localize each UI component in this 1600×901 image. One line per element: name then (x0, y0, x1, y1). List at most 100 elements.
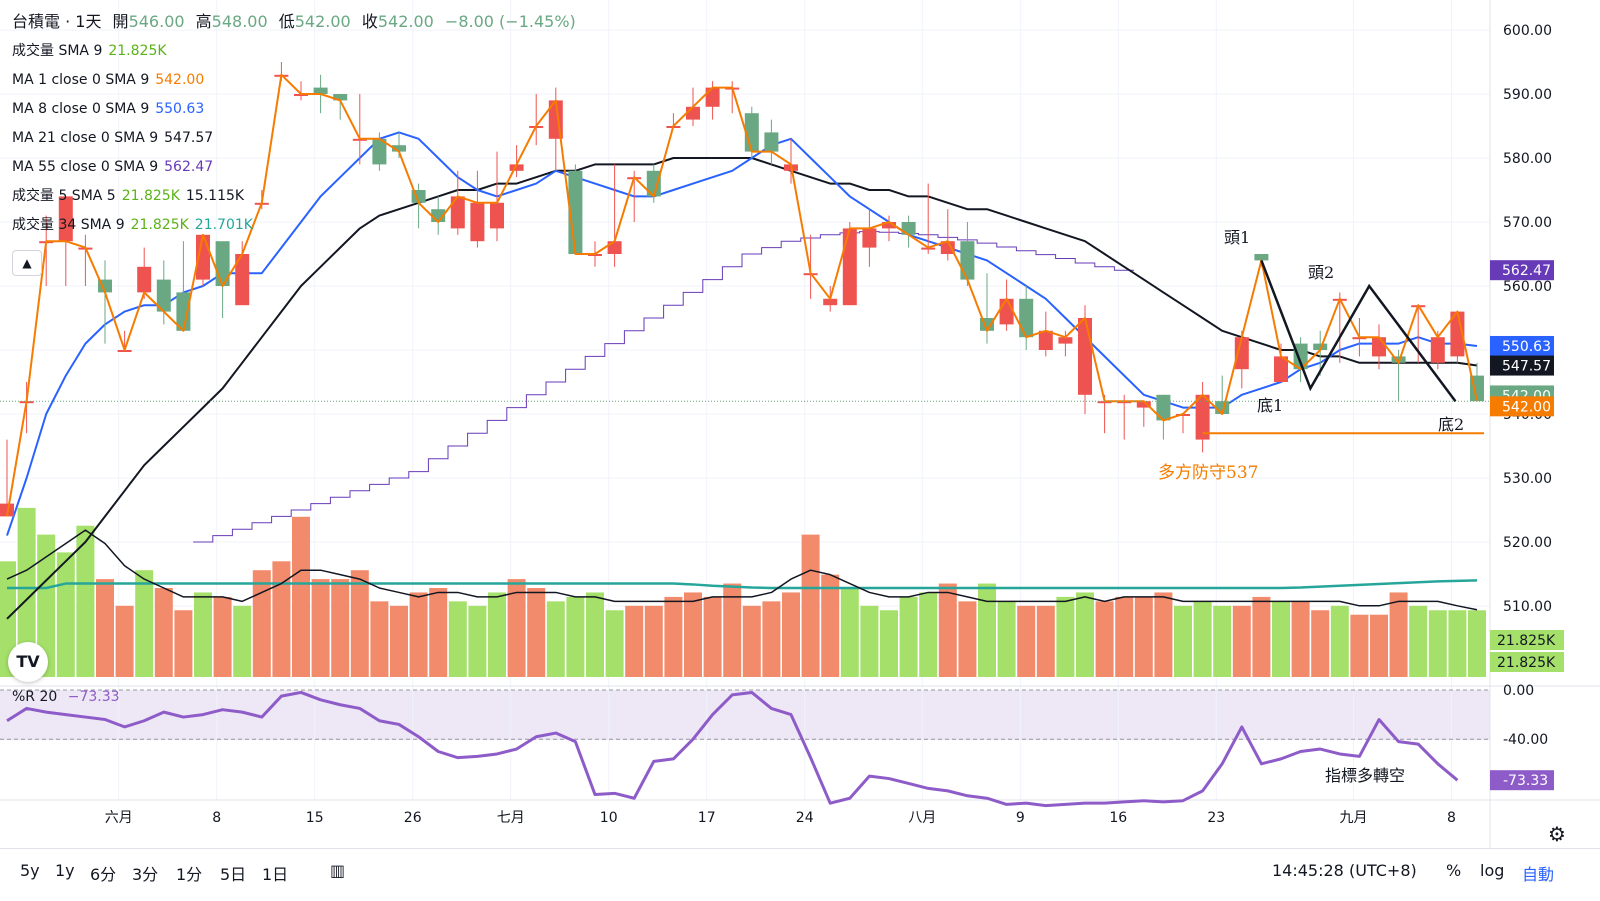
volume-bar (527, 588, 546, 677)
candle-body (470, 202, 485, 242)
volume-bar (56, 552, 75, 677)
time-axis-tick: 七月 (497, 810, 525, 826)
log-toggle[interactable]: log (1480, 861, 1505, 880)
gear-icon[interactable]: ⚙ (1548, 822, 1566, 846)
volume-bar (1134, 596, 1153, 677)
indicator-row[interactable]: 成交量 SMA 9 21.825K (12, 40, 173, 62)
indicator-row[interactable]: MA 21 close 0 SMA 9 547.57 (12, 127, 219, 149)
candle-body (333, 94, 348, 101)
symbol-title[interactable]: 台積電 · 1天 (12, 12, 102, 31)
volume-bar (1174, 605, 1192, 677)
volume-bar (17, 507, 36, 677)
volume-bar (292, 516, 310, 677)
annotation-bottom1: 底1 (1257, 396, 1283, 415)
volume-bar (1468, 610, 1486, 677)
candle-body (490, 202, 504, 229)
wr-label[interactable]: %R 20 (12, 689, 58, 705)
candle-body (1019, 298, 1034, 338)
annotation-bottom2: 底2 (1438, 415, 1464, 434)
volume-bar (390, 605, 408, 677)
candle-body (1195, 394, 1210, 440)
collapse-legend-button[interactable]: ▲ (12, 250, 42, 276)
volume-bar (762, 601, 781, 677)
wr-legend: %R 20 −73.33 (12, 686, 126, 708)
candle-body (156, 279, 171, 312)
indicator-label: MA 8 close 0 SMA 9 (12, 101, 150, 117)
candle-body (1254, 254, 1269, 261)
timeframe-button[interactable]: 6分 (90, 865, 117, 884)
volume-bar (664, 596, 683, 677)
wr-badge-label: -73.33 (1503, 773, 1548, 789)
price-axis-tick: 560.00 (1503, 279, 1552, 295)
volume-bar (115, 605, 134, 677)
volume-bar (860, 605, 879, 677)
volume-bar (1193, 601, 1212, 677)
volume-bar (1272, 601, 1290, 677)
time-axis-tick: 16 (1109, 810, 1127, 826)
volume-bar (331, 579, 350, 677)
indicator-row[interactable]: MA 8 close 0 SMA 9 550.63 (12, 98, 210, 120)
indicator-value: 15.115K (185, 188, 245, 204)
candle-body (921, 247, 936, 250)
auto-toggle[interactable]: 自動 (1522, 865, 1555, 884)
open-value: 546.00 (128, 12, 185, 31)
time-axis-tick: 15 (306, 810, 324, 826)
candle-body (1274, 356, 1288, 382)
indicator-row[interactable]: 成交量 5 SMA 5 21.825K 15.115K (12, 185, 250, 207)
volume-badge (1490, 630, 1564, 650)
volume-bar (1076, 592, 1094, 677)
ma55-line (193, 231, 1134, 543)
candle-body (235, 254, 250, 306)
ma1-line (6, 73, 1478, 517)
candle-body (0, 503, 14, 517)
change-value: −8.00 (−1.45%) (444, 12, 576, 31)
candle-body (1078, 318, 1092, 395)
timeframe-button[interactable]: 5y (20, 861, 40, 880)
candle-body (1391, 356, 1406, 363)
timeframe-button[interactable]: 1分 (176, 865, 203, 884)
volume-bar (468, 605, 487, 677)
volume-bar (350, 570, 369, 677)
wr-axis-tick: 0.00 (1503, 683, 1534, 699)
timeframe-button[interactable]: 1日 (262, 865, 289, 884)
volume-bar (919, 592, 938, 677)
timeframe-button[interactable]: 1y (55, 861, 75, 880)
candle-body (1313, 343, 1328, 350)
volume-sma5-line (6, 529, 1478, 611)
indicator-value: 21.825K (130, 217, 189, 233)
volume-bar (1330, 605, 1349, 677)
price-badge (1490, 335, 1554, 356)
indicator-label: 成交量 34 SMA 9 (12, 217, 125, 233)
volume-bar (96, 579, 114, 677)
volume-bar (135, 570, 154, 677)
tradingview-logo[interactable]: TV (8, 642, 48, 682)
timeframe-button[interactable]: 5日 (220, 865, 247, 884)
indicator-row[interactable]: 成交量 34 SMA 9 21.825K 21.701K (12, 214, 259, 236)
timeframe-button[interactable]: 3分 (132, 865, 159, 884)
volume-bar (958, 601, 977, 677)
price-axis-tick: 600.00 (1503, 23, 1552, 39)
volume-bar (684, 592, 702, 677)
volume-bar (213, 596, 232, 677)
high-label: 高 (195, 12, 212, 31)
volume-bar (1350, 614, 1369, 677)
price-badge (1490, 355, 1554, 376)
indicator-label: 成交量 SMA 9 (12, 43, 103, 59)
candle-body (58, 196, 73, 242)
indicator-value: 21.701K (194, 217, 253, 233)
candle-body (882, 222, 896, 229)
price-badge (1490, 260, 1554, 281)
indicator-row[interactable]: MA 55 close 0 SMA 9 562.47 (12, 156, 219, 178)
time-axis-tick: 8 (212, 810, 221, 826)
volume-badge (1490, 652, 1564, 672)
volume-bar (978, 583, 996, 677)
indicator-row[interactable]: MA 1 close 0 SMA 9 542.00 (12, 69, 210, 91)
time-axis-tick: 八月 (908, 810, 936, 826)
price-axis-tick: 510.00 (1503, 599, 1552, 615)
candle-body (607, 241, 622, 254)
indicator-label: MA 55 close 0 SMA 9 (12, 159, 159, 175)
percent-toggle[interactable]: % (1446, 861, 1462, 880)
date-range-icon[interactable]: ▥ (330, 861, 346, 880)
volume-bar (1115, 596, 1134, 677)
